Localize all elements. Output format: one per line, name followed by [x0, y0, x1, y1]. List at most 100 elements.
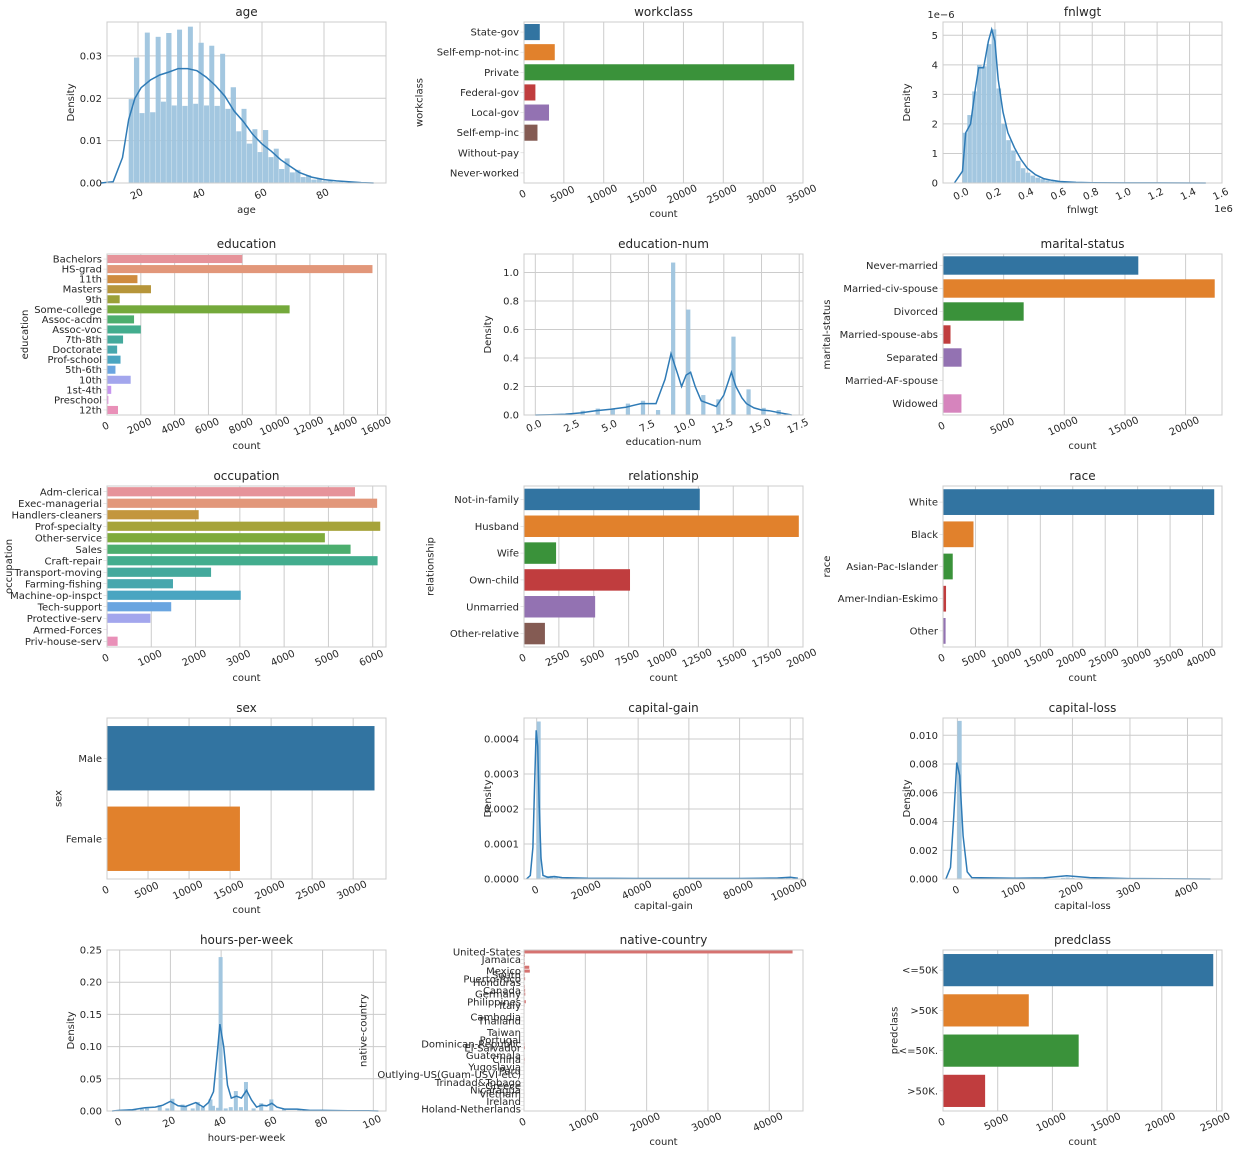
- bar: [107, 285, 151, 294]
- x-axis-label: count: [232, 905, 260, 916]
- histogram-bar: [1060, 877, 1066, 879]
- histogram-bar: [1054, 181, 1060, 183]
- histogram-bar: [996, 88, 1002, 183]
- histogram-bar: [155, 36, 161, 183]
- histogram-bar: [786, 877, 791, 879]
- histogram-bar: [190, 1108, 195, 1111]
- bar: [107, 345, 118, 354]
- bar: [943, 553, 953, 580]
- y-tick-label: Nicaragua: [470, 1085, 521, 1096]
- histogram-bar: [273, 148, 279, 183]
- y-tick-label: 0.0002: [484, 805, 519, 816]
- y-tick-label: 0.000: [909, 875, 938, 886]
- bar: [107, 636, 118, 646]
- y-offset-label: 1e−6: [927, 10, 954, 21]
- bar: [107, 510, 199, 520]
- x-tick-label: 5000: [983, 1112, 1011, 1133]
- x-axis-label: capital-loss: [1054, 901, 1111, 912]
- y-tick-label: 0.0003: [484, 770, 519, 781]
- bar: [943, 325, 951, 344]
- chart-fnlwgt: fnlwgt 0.0 0.2 0.4 0.6 0.8 1.0 1.2 1.4 1.6 0 1 2 3 4 5 f…: [902, 5, 1233, 216]
- histogram-bar: [198, 42, 204, 183]
- chart-age: age 20 40 60 80 0.00 0.01 0.02 0.03 age Density: [66, 5, 387, 216]
- chart-title: fnlwgt: [1064, 5, 1102, 19]
- x-tick-label: 1000: [1000, 880, 1028, 901]
- bar: [943, 618, 946, 644]
- x-tick-label: 15000: [626, 183, 659, 206]
- axes-frame: [106, 21, 387, 184]
- chart-relationship: relationship Not-in-family Husband Wife Own-…: [426, 469, 819, 684]
- y-axis-label: marital-status: [822, 300, 833, 370]
- x-tick-label: 0: [937, 652, 947, 665]
- y-tick-label: Cambodia: [470, 1013, 521, 1024]
- x-axis-label: count: [1068, 441, 1096, 452]
- y-tick-label: Other-relative: [450, 629, 519, 640]
- x-tick-label: 17.5: [786, 417, 811, 436]
- chart-title: predclass: [1054, 933, 1111, 947]
- x-offset-label: 1e6: [1214, 204, 1233, 215]
- bar: [943, 1074, 986, 1107]
- y-tick-label: Divorced: [894, 307, 938, 318]
- y-tick-label: Italy: [499, 1001, 521, 1012]
- histogram-bar: [243, 1082, 248, 1111]
- histogram-bar: [228, 1107, 233, 1111]
- y-tick-label: 9th: [85, 295, 102, 306]
- y-tick-label: Some-college: [34, 305, 102, 316]
- axes-frame: [106, 253, 387, 416]
- axes-frame: [942, 717, 1223, 880]
- bar: [524, 488, 700, 511]
- x-tick-label: 40: [191, 187, 207, 202]
- y-tick-label: Husband: [475, 522, 519, 533]
- y-tick-label: 0.15: [80, 1010, 102, 1021]
- chart-title: capital-gain: [628, 701, 699, 715]
- bar: [943, 954, 1214, 987]
- x-tick-label: 30000: [690, 1111, 723, 1134]
- x-tick-label: 40: [212, 1115, 228, 1130]
- x-tick-label: 7.5: [638, 418, 657, 435]
- bar: [107, 355, 121, 364]
- y-tick-label: 0.0004: [484, 735, 519, 746]
- axes-frame: [106, 949, 387, 1112]
- bar: [943, 994, 1029, 1027]
- histogram-bar: [225, 108, 231, 183]
- y-tick-label: Yugoslavia: [467, 1062, 521, 1073]
- y-tick-label: Widowed: [892, 399, 938, 410]
- y-tick-label: HS-grad: [62, 265, 102, 276]
- histogram-bar: [731, 336, 736, 415]
- kde-line: [945, 762, 1211, 880]
- histogram-bar: [200, 1107, 205, 1111]
- chart-predclass: predclass <=50K >50K <=50K. >50K. 0 5000 10000 1…: [889, 933, 1232, 1148]
- bar: [943, 489, 1215, 515]
- y-axis-label: Density: [66, 1011, 77, 1049]
- chart-hours-per-week: hours-per-week 0 20 40 60 80 100 0.00 0.05 0.10 0.…: [66, 933, 387, 1144]
- x-tick-label: 60: [253, 187, 269, 202]
- histogram-bar: [977, 64, 982, 183]
- y-tick-label: South: [492, 970, 521, 981]
- histogram-bar: [595, 408, 600, 415]
- axes-frame: [942, 21, 1223, 184]
- histogram-bar: [182, 105, 188, 183]
- y-tick-label: Ireland: [486, 1097, 521, 1108]
- histogram-bar: [208, 1099, 213, 1111]
- histogram-bar: [306, 175, 311, 183]
- histogram-bar: [311, 179, 317, 183]
- kde-line: [953, 26, 1206, 184]
- y-tick-label: El-Salvador: [464, 1043, 521, 1054]
- y-tick-label: Amer-Indian-Eskimo: [838, 594, 938, 605]
- histogram-bar: [1015, 160, 1021, 183]
- y-tick-label: 0.25: [80, 946, 102, 957]
- y-tick-label: Own-child: [469, 575, 519, 586]
- histogram-bar: [686, 309, 691, 415]
- bar: [524, 950, 793, 954]
- y-tick-label: 7th-8th: [65, 335, 102, 346]
- x-tick-label: 60000: [671, 879, 704, 902]
- x-tick-label: 3000: [225, 648, 253, 669]
- histogram-bar: [316, 178, 322, 183]
- histogram-bar: [972, 91, 977, 183]
- x-axis-label: education-num: [626, 437, 702, 448]
- y-tick-label: Sales: [75, 545, 102, 556]
- y-tick-label: Puerto-Rico: [463, 974, 521, 985]
- y-tick-label: 2: [932, 119, 938, 130]
- x-tick-label: 5.0: [600, 418, 619, 435]
- x-tick-label: 0: [530, 884, 540, 897]
